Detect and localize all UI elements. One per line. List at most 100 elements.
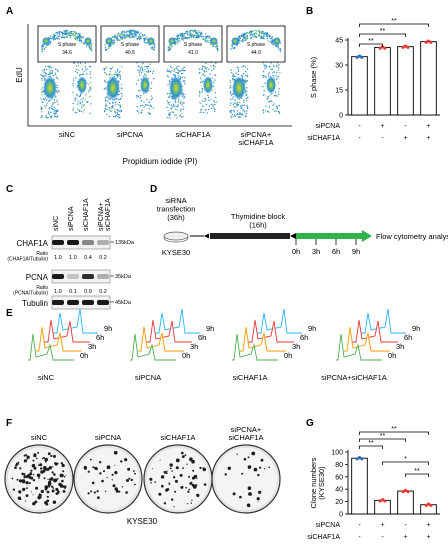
chart-b-bar-3 [397, 46, 414, 116]
chart-g-point [401, 490, 405, 494]
histogram-trace [154, 308, 200, 334]
histogram-trace [36, 326, 82, 352]
histogram-trace [138, 326, 184, 352]
chart-g-factor-label: siPCNA [315, 522, 340, 529]
colony [179, 473, 183, 477]
colony [92, 466, 95, 469]
chart-g-bar-4 [420, 504, 437, 515]
blot-band [82, 240, 94, 245]
colony [61, 479, 64, 483]
colony [47, 452, 51, 456]
chart-b-factor-sign: - [358, 123, 361, 130]
colony [60, 483, 63, 486]
colony [63, 476, 66, 478]
colony [103, 470, 105, 473]
colony [62, 490, 66, 493]
panel-a-ylabel: EdU [15, 67, 24, 83]
colony [30, 474, 32, 476]
colony [26, 455, 30, 459]
chart-g-point [383, 499, 387, 503]
colony [115, 489, 119, 493]
colony [18, 479, 23, 483]
colony [158, 492, 162, 496]
colony [29, 472, 33, 475]
chart-b-factor-sign: + [403, 135, 407, 142]
colony [52, 487, 55, 489]
colony [113, 450, 118, 455]
colony [111, 473, 114, 476]
colony [114, 471, 118, 475]
colony [163, 502, 167, 505]
colony [44, 485, 49, 490]
chart-g-ytick-label: 60 [335, 474, 343, 481]
colony [16, 478, 19, 481]
colony [30, 469, 33, 472]
gate-label: S phase [247, 42, 266, 48]
colony [161, 485, 164, 488]
histogram-time-label: 0h [80, 351, 88, 360]
colony [199, 466, 202, 469]
chart-g-point [403, 488, 408, 493]
panel-f-letter: F [6, 418, 12, 429]
colony [36, 473, 41, 478]
colony [194, 474, 198, 478]
chart-b-ytick-label: 0 [339, 113, 343, 120]
timeline-time-label: 0h [292, 247, 300, 256]
histogram-trace [256, 308, 302, 334]
blot-ratio-value: 0.1 [69, 289, 77, 295]
colony [97, 496, 100, 499]
histogram-time-label: 0h [388, 351, 396, 360]
colony [43, 466, 47, 470]
colony [196, 493, 200, 497]
colony [125, 491, 128, 494]
blot-band [67, 274, 79, 279]
panel-a-letter: A [6, 6, 13, 17]
colony [62, 474, 64, 476]
chart-g-ytick-label: 0 [339, 512, 343, 519]
plate-label: siPCNA+ siCHAF1A [228, 425, 263, 442]
colony [163, 470, 167, 474]
chart-b-point [360, 55, 364, 59]
colony [171, 498, 174, 501]
flow-plot-4: S phase 44.0 [226, 25, 286, 119]
colony [23, 454, 26, 457]
colony [38, 493, 42, 498]
plate-label: siCHAF1A [160, 433, 195, 442]
colony [130, 478, 133, 482]
colony [247, 486, 252, 491]
colony [236, 453, 238, 455]
chart-b-sig-label: ** [368, 38, 374, 45]
chart-g-factor-label: siCHAF1A [307, 534, 340, 541]
colony [189, 482, 192, 485]
colony [47, 478, 49, 480]
gate-value: 41.0 [188, 50, 198, 56]
colony [202, 467, 204, 469]
colony [46, 468, 50, 471]
colony [124, 458, 128, 462]
histogram-trace [344, 326, 390, 352]
colony [120, 460, 123, 463]
panel-g-letter: G [306, 418, 314, 429]
chart-g-point [429, 503, 433, 507]
colony [263, 468, 266, 470]
blot-lane-label: siNC [53, 216, 60, 231]
colony [31, 463, 36, 468]
colony [91, 481, 95, 485]
histogram-trace [130, 333, 176, 361]
histogram-time-label: 3h [396, 342, 404, 351]
colony [48, 467, 50, 469]
colony [180, 485, 184, 489]
chart-g-sig-bracket [359, 431, 429, 435]
colony [30, 476, 34, 480]
colony [251, 451, 256, 456]
chart-g-bar-2 [374, 499, 391, 515]
colony [40, 470, 44, 474]
histogram-group-label: siNC [38, 373, 55, 382]
panel-f-colony-plates: siNC siPCNA siCHAF1A siPCNA+ siCHAF1A KYSE30 [4, 425, 281, 526]
colony [52, 500, 57, 504]
chart-b-bar-4 [420, 41, 437, 116]
colony [23, 459, 27, 463]
colony [62, 470, 65, 473]
